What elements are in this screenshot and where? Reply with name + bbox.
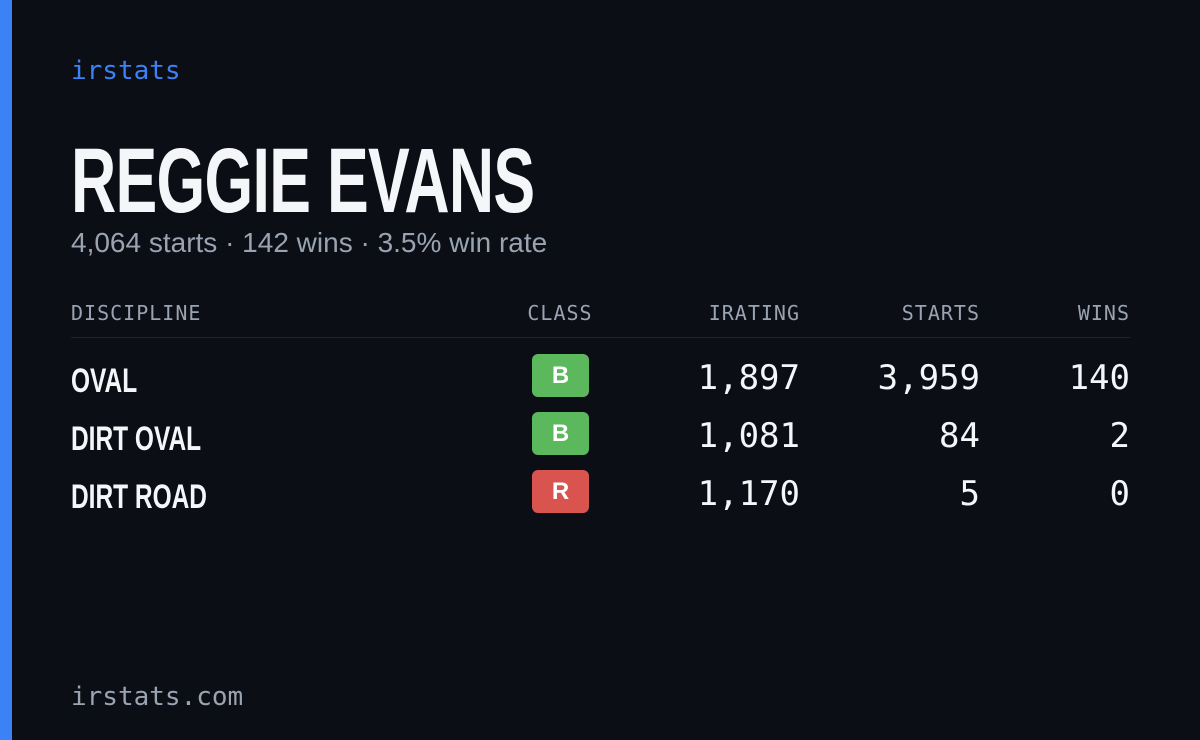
column-header: DISCIPLINE bbox=[71, 301, 202, 325]
stat-value: 3,959 bbox=[877, 358, 980, 398]
column-header: IRATING bbox=[708, 301, 800, 325]
class-badge: R bbox=[532, 470, 589, 513]
header-rule bbox=[71, 337, 1130, 338]
stat-value: 140 bbox=[1068, 358, 1130, 398]
class-badge: B bbox=[532, 412, 589, 455]
driver-summary: 4,064 starts · 142 wins · 3.5% win rate bbox=[71, 227, 548, 258]
column-header: CLASS bbox=[527, 301, 593, 325]
discipline: OVAL bbox=[71, 362, 138, 400]
stat-value: 0 bbox=[1109, 474, 1130, 514]
stat-value: 1,170 bbox=[697, 474, 800, 514]
stat-value: 1,897 bbox=[697, 358, 800, 398]
stat-value: 2 bbox=[1109, 416, 1130, 456]
discipline: DIRT ROAD bbox=[71, 478, 208, 516]
footer: irstats.com bbox=[71, 682, 244, 712]
brand: irstats bbox=[71, 56, 181, 86]
class-badge: B bbox=[532, 354, 589, 397]
stat-value: 84 bbox=[939, 416, 980, 456]
stat-value: 5 bbox=[959, 474, 980, 514]
column-header: WINS bbox=[1077, 301, 1130, 325]
accent-bar bbox=[0, 0, 12, 740]
discipline: DIRT OVAL bbox=[71, 420, 202, 458]
column-header: STARTS bbox=[901, 301, 980, 325]
driver-name: REGGIE EVANS bbox=[71, 130, 535, 232]
stat-value: 1,081 bbox=[697, 416, 800, 456]
